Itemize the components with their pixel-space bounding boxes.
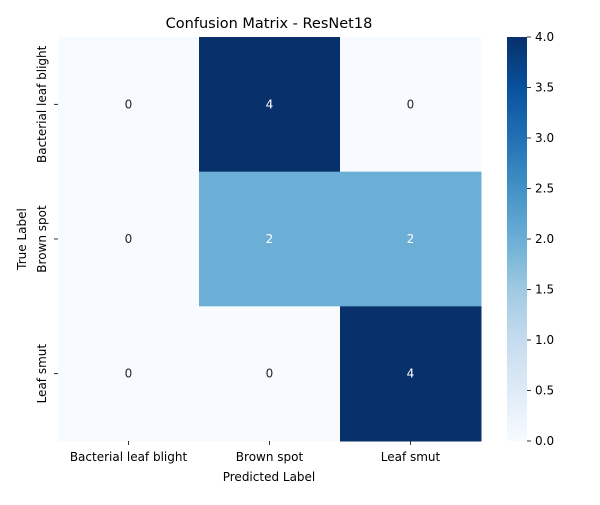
y-tick-label: Leaf smut <box>35 344 49 404</box>
colorbar-tick-label: 2.0 <box>535 232 554 246</box>
colorbar-tick-label: 2.5 <box>535 182 554 196</box>
colorbar-tick-label: 1.0 <box>535 333 554 347</box>
heatmap-cell <box>340 306 482 442</box>
cell-value-label: 0 <box>266 367 274 381</box>
heatmap-cell <box>58 171 200 307</box>
colorbar-tick-label: 4.0 <box>535 30 554 44</box>
heatmap-cell <box>199 37 341 173</box>
cell-value-label: 0 <box>407 97 415 111</box>
heatmap-cells <box>58 37 482 442</box>
x-tick-label: Brown spot <box>236 450 304 464</box>
cell-value-label: 0 <box>125 97 133 111</box>
heatmap-cell <box>199 171 341 307</box>
cell-value-label: 2 <box>266 232 274 246</box>
chart-title: Confusion Matrix - ResNet18 <box>166 16 373 32</box>
cell-value-label: 0 <box>125 367 133 381</box>
colorbar-tick-label: 1.5 <box>535 283 554 297</box>
heatmap-cell <box>58 306 200 442</box>
colorbar-tick-label: 3.5 <box>535 81 554 95</box>
x-tick-label: Leaf smut <box>381 450 441 464</box>
cell-value-label: 2 <box>407 232 415 246</box>
colorbar-tick-label: 0.5 <box>535 384 554 398</box>
x-axis-ticks: Bacterial leaf blight Brown spot Leaf smut <box>70 441 441 464</box>
colorbar-ticks: 0.0 0.5 1.0 1.5 2.0 2.5 3.0 3.5 4.0 <box>527 30 554 448</box>
colorbar-tick-label: 0.0 <box>535 434 554 448</box>
colorbar-tick-label: 3.0 <box>535 131 554 145</box>
cell-value-label: 4 <box>407 367 415 381</box>
heatmap-annotations: 0 4 0 0 2 2 0 0 4 <box>125 97 415 380</box>
y-tick-label: Brown spot <box>35 205 49 273</box>
heatmap-cell <box>58 37 200 173</box>
heatmap-cell <box>340 171 482 307</box>
heatmap-cell <box>199 306 341 442</box>
y-axis-ticks: Bacterial leaf blight Brown spot Leaf smut <box>35 45 58 403</box>
cell-value-label: 0 <box>125 232 133 246</box>
x-axis-label: Predicted Label <box>223 470 316 484</box>
y-axis-label: True Label <box>15 208 29 271</box>
heatmap-cell <box>340 37 482 173</box>
colorbar <box>507 37 527 441</box>
y-tick-label: Bacterial leaf blight <box>35 45 49 163</box>
x-tick-label: Bacterial leaf blight <box>70 450 188 464</box>
cell-value-label: 4 <box>266 97 274 111</box>
